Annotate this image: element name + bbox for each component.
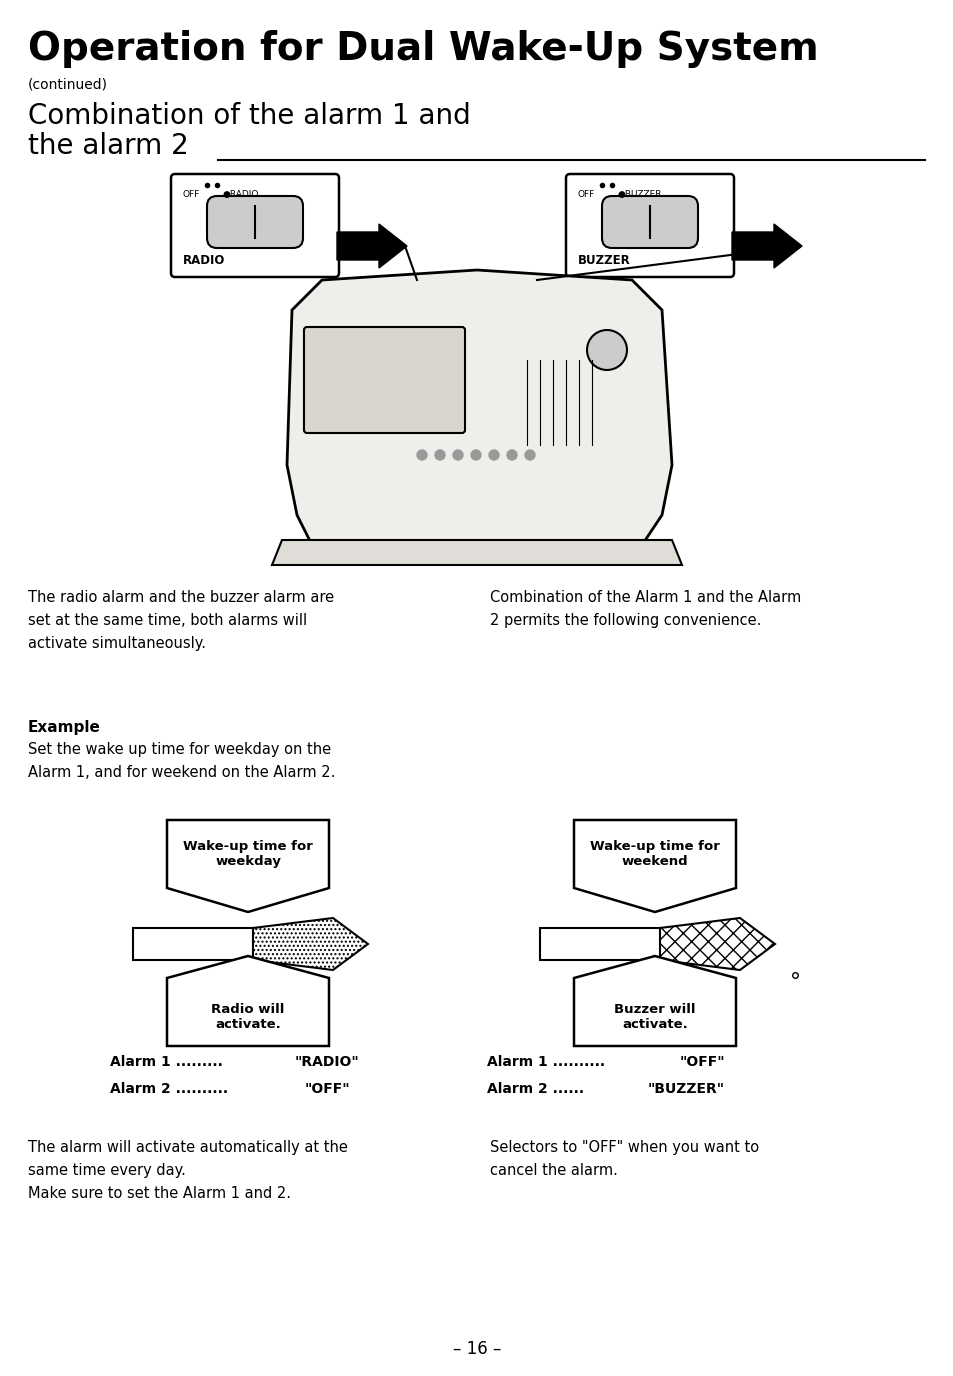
Text: Operation for Dual Wake-Up System: Operation for Dual Wake-Up System [28, 30, 818, 67]
Text: Alarm 1 ..........: Alarm 1 .......... [486, 1055, 604, 1069]
Text: The radio alarm and the buzzer alarm are
set at the same time, both alarms will
: The radio alarm and the buzzer alarm are… [28, 590, 334, 651]
Text: Combination of the Alarm 1 and the Alarm
2 permits the following convenience.: Combination of the Alarm 1 and the Alarm… [490, 590, 801, 627]
Text: (continued): (continued) [28, 78, 108, 92]
Text: The alarm will activate automatically at the
same time every day.
Make sure to s: The alarm will activate automatically at… [28, 1139, 348, 1201]
Text: Radio will
activate.: Radio will activate. [212, 1003, 284, 1031]
Text: ●RADIO: ●RADIO [223, 190, 259, 200]
Text: Combination of the alarm 1 and: Combination of the alarm 1 and [28, 102, 470, 129]
Polygon shape [574, 956, 735, 1046]
Polygon shape [539, 927, 664, 960]
Polygon shape [574, 820, 735, 912]
Text: "OFF": "OFF" [305, 1082, 351, 1097]
Text: Selectors to "OFF" when you want to
cancel the alarm.: Selectors to "OFF" when you want to canc… [490, 1139, 759, 1178]
Polygon shape [167, 820, 329, 912]
Polygon shape [132, 927, 257, 960]
Text: "RADIO": "RADIO" [294, 1055, 359, 1069]
Circle shape [453, 450, 462, 460]
Text: Alarm 2 ..........: Alarm 2 .......... [110, 1082, 228, 1097]
Text: OFF: OFF [183, 190, 200, 200]
Text: Set the wake up time for weekday on the
Alarm 1, and for weekend on the Alarm 2.: Set the wake up time for weekday on the … [28, 742, 335, 780]
FancyBboxPatch shape [304, 327, 464, 433]
Text: Alarm 2 ......: Alarm 2 ...... [486, 1082, 583, 1097]
Text: Alarm 1 .........: Alarm 1 ......... [110, 1055, 223, 1069]
Circle shape [489, 450, 498, 460]
Circle shape [435, 450, 444, 460]
Text: ●BUZZER: ●BUZZER [618, 190, 661, 200]
Polygon shape [731, 224, 801, 268]
Polygon shape [287, 270, 671, 545]
Text: BUZZER: BUZZER [578, 255, 630, 267]
Polygon shape [659, 918, 774, 970]
Text: Buzzer will
activate.: Buzzer will activate. [614, 1003, 695, 1031]
Text: – 16 –: – 16 – [453, 1340, 500, 1358]
Text: "OFF": "OFF" [679, 1055, 725, 1069]
Text: OFF: OFF [578, 190, 595, 200]
Circle shape [471, 450, 480, 460]
FancyBboxPatch shape [565, 173, 733, 277]
Text: the alarm 2: the alarm 2 [28, 132, 189, 160]
Polygon shape [253, 918, 368, 970]
Circle shape [524, 450, 535, 460]
Circle shape [586, 330, 626, 370]
FancyBboxPatch shape [207, 195, 303, 248]
Text: Wake-up time for
weekend: Wake-up time for weekend [590, 839, 720, 868]
Circle shape [506, 450, 517, 460]
Polygon shape [336, 224, 407, 268]
Text: RADIO: RADIO [183, 255, 225, 267]
Circle shape [416, 450, 427, 460]
Text: "BUZZER": "BUZZER" [647, 1082, 724, 1097]
Polygon shape [167, 956, 329, 1046]
Polygon shape [272, 539, 681, 566]
FancyBboxPatch shape [601, 195, 698, 248]
Text: Wake-up time for
weekday: Wake-up time for weekday [183, 839, 313, 868]
FancyBboxPatch shape [171, 173, 338, 277]
Text: Example: Example [28, 720, 101, 735]
